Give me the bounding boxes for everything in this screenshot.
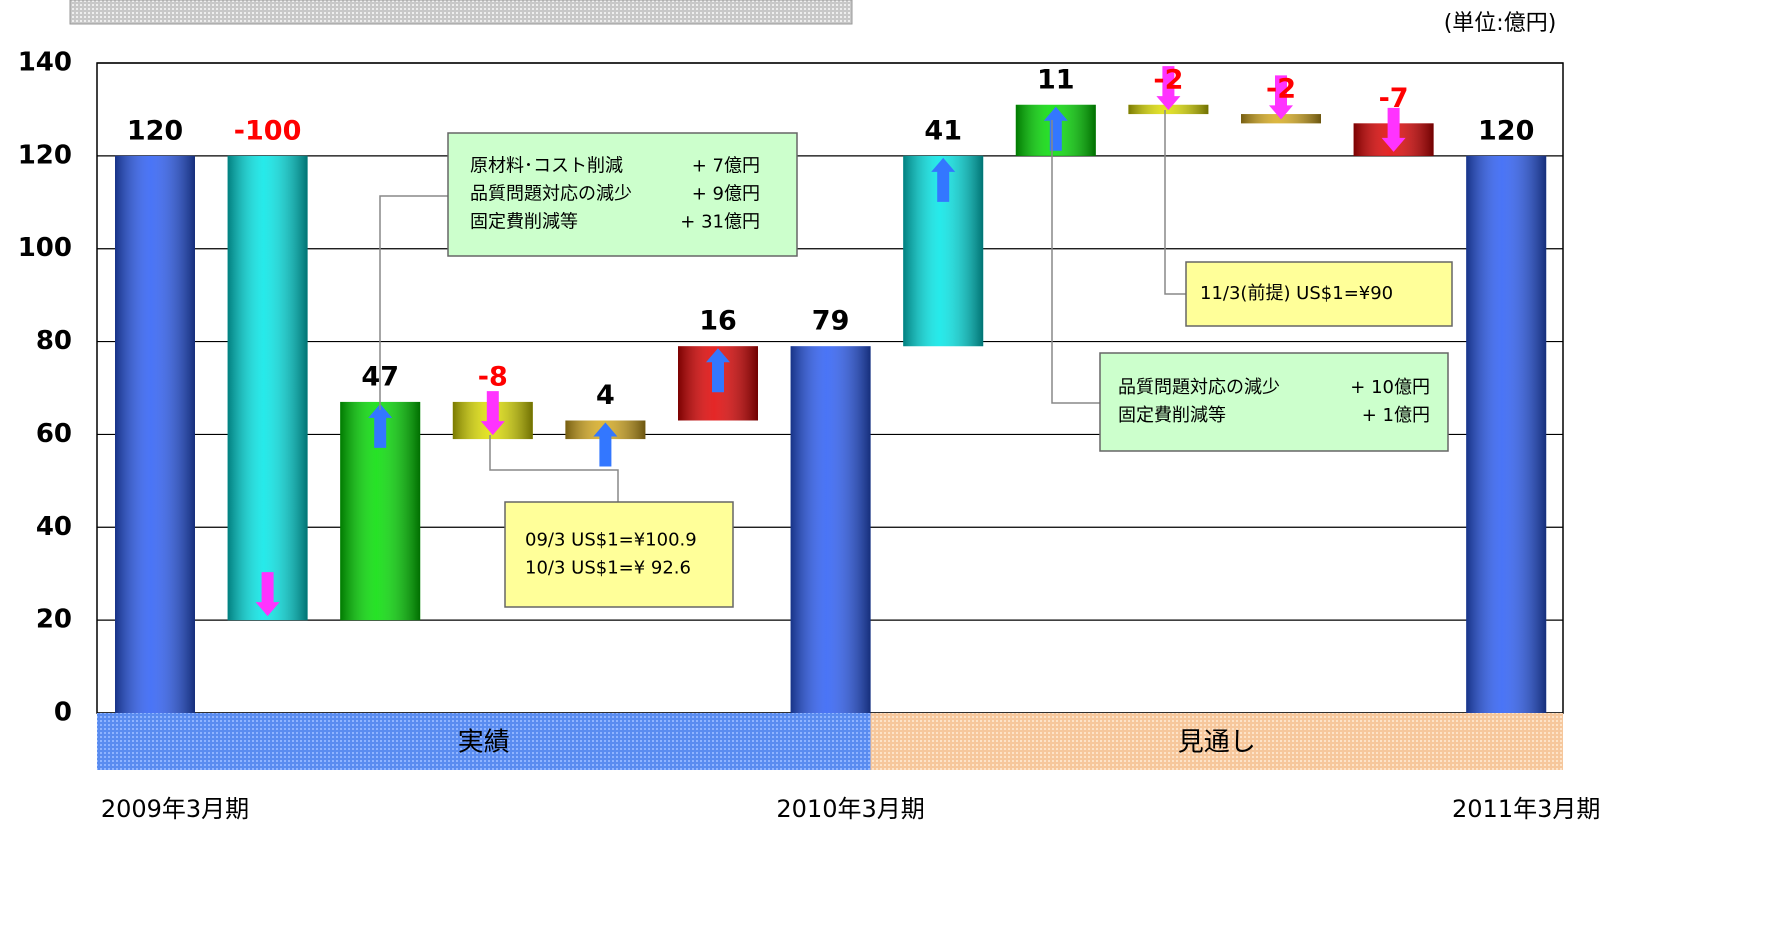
value-label: 79	[812, 306, 850, 337]
y-tick-label: 0	[54, 698, 72, 728]
arrow	[1043, 106, 1068, 151]
callout-text: + 1億円	[1362, 405, 1430, 426]
y-tick-label: 60	[36, 419, 72, 449]
value-label: 41	[924, 115, 962, 146]
arrow	[593, 422, 618, 467]
arrow	[706, 348, 730, 393]
callout-text: + 9億円	[692, 184, 760, 205]
callout-text: 09/3 US$1=¥100.9	[525, 530, 697, 551]
band-label: 実績	[458, 728, 510, 758]
arrow	[1269, 75, 1293, 120]
bar-shade	[1466, 155, 1547, 713]
band	[870, 713, 1563, 770]
arrow	[480, 391, 505, 436]
callout-box	[504, 501, 734, 608]
callout-box	[447, 132, 798, 257]
callout-text: + 10億円	[1350, 377, 1430, 398]
value-label: 120	[1478, 115, 1534, 146]
value-label: -100	[234, 115, 302, 146]
header-strip	[69, 0, 853, 25]
value-label: -2	[1153, 64, 1183, 95]
bar-shade	[790, 346, 871, 713]
callout-text: 固定費削減等	[470, 212, 578, 233]
callout-line	[379, 195, 448, 410]
y-tick-label: 100	[18, 233, 72, 263]
callout-line	[1164, 110, 1186, 295]
callout-line	[489, 435, 619, 502]
y-tick-label: 20	[36, 605, 72, 635]
callout-text: 品質問題対応の減少	[470, 184, 632, 205]
arrow	[931, 157, 956, 202]
value-label: 11	[1037, 64, 1075, 95]
arrow	[255, 572, 280, 617]
value-label: -8	[478, 361, 508, 392]
callout-text: 11/3(前提) US$1=¥90	[1200, 283, 1393, 304]
callout-text: 固定費削減等	[1118, 405, 1226, 426]
value-label: 4	[596, 380, 615, 411]
callout-text: + 31億円	[680, 212, 760, 233]
x-tick-label: 2010年3月期	[776, 795, 924, 823]
callout-text: + 7億円	[692, 156, 760, 177]
y-tick-label: 120	[18, 140, 72, 170]
band-label: 見通し	[1178, 728, 1256, 758]
bar-shade	[227, 155, 308, 621]
value-label: -7	[1379, 83, 1409, 114]
y-tick-label: 80	[36, 326, 72, 356]
bar-shade	[115, 155, 195, 713]
callout-text: 原材料･コスト削減	[470, 156, 623, 177]
callout-line	[1051, 120, 1100, 404]
x-tick-label: 2009年3月期	[101, 795, 249, 823]
value-label: 120	[127, 115, 183, 146]
y-tick-label: 40	[36, 512, 72, 542]
unit-label: (単位:億円)	[1444, 11, 1557, 36]
callout-box	[1185, 261, 1453, 327]
arrow	[368, 403, 393, 448]
value-label: 16	[699, 306, 737, 337]
arrow	[1381, 107, 1406, 152]
value-label: -2	[1266, 74, 1296, 105]
x-tick-label: 2011年3月期	[1452, 795, 1600, 823]
y-tick-label: 140	[18, 48, 72, 78]
arrow	[1156, 66, 1181, 111]
callout-box	[1099, 352, 1449, 452]
callout-text: 品質問題対応の減少	[1118, 377, 1280, 398]
band	[97, 713, 871, 770]
callout-text: 10/3 US$1=¥ 92.6	[525, 558, 691, 579]
